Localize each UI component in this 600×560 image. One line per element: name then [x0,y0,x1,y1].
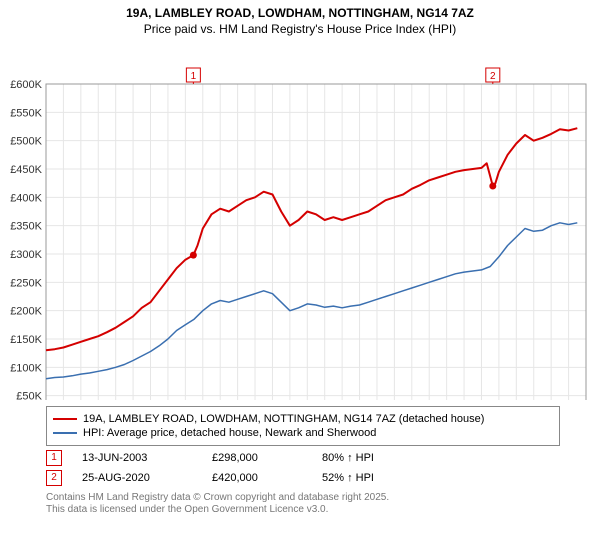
svg-text:£550K: £550K [10,107,42,119]
sale-date: 13-JUN-2003 [82,452,192,464]
svg-text:£350K: £350K [10,220,42,232]
svg-text:£300K: £300K [10,249,42,261]
sale-marker-icon: 2 [46,470,62,486]
svg-text:£450K: £450K [10,164,42,176]
chart-title-line1: 19A, LAMBLEY ROAD, LOWDHAM, NOTTINGHAM, … [0,0,600,22]
attribution-line2: This data is licensed under the Open Gov… [46,504,600,517]
sale-marker-icon: 1 [46,450,62,466]
svg-text:£400K: £400K [10,192,42,204]
svg-text:£150K: £150K [10,334,42,346]
chart-title-line2: Price paid vs. HM Land Registry's House … [0,22,600,40]
sale-price: £420,000 [212,472,302,484]
sale-delta: 80% ↑ HPI [322,452,374,464]
sale-delta: 52% ↑ HPI [322,472,374,484]
sale-price: £298,000 [212,452,302,464]
svg-text:£100K: £100K [10,362,42,374]
sale-date: 25-AUG-2020 [82,472,192,484]
svg-text:£600K: £600K [10,79,42,91]
legend: 19A, LAMBLEY ROAD, LOWDHAM, NOTTINGHAM, … [46,406,560,446]
legend-swatch [53,418,77,420]
sale-row: 2 25-AUG-2020 £420,000 52% ↑ HPI [46,470,600,486]
svg-text:£250K: £250K [10,277,42,289]
attribution: Contains HM Land Registry data © Crown c… [46,492,600,517]
attribution-line1: Contains HM Land Registry data © Crown c… [46,492,600,505]
svg-text:£50K: £50K [16,390,42,399]
svg-text:£500K: £500K [10,135,42,147]
legend-swatch [53,432,77,434]
legend-label: HPI: Average price, detached house, Newa… [83,427,376,439]
legend-item: 19A, LAMBLEY ROAD, LOWDHAM, NOTTINGHAM, … [53,413,553,425]
svg-text:2: 2 [490,71,496,82]
legend-label: 19A, LAMBLEY ROAD, LOWDHAM, NOTTINGHAM, … [83,413,484,425]
svg-text:1: 1 [191,71,197,82]
svg-text:£200K: £200K [10,305,42,317]
legend-item: HPI: Average price, detached house, Newa… [53,427,553,439]
sale-row: 1 13-JUN-2003 £298,000 80% ↑ HPI [46,450,600,466]
price-chart: £0£50K£100K£150K£200K£250K£300K£350K£400… [0,40,600,400]
